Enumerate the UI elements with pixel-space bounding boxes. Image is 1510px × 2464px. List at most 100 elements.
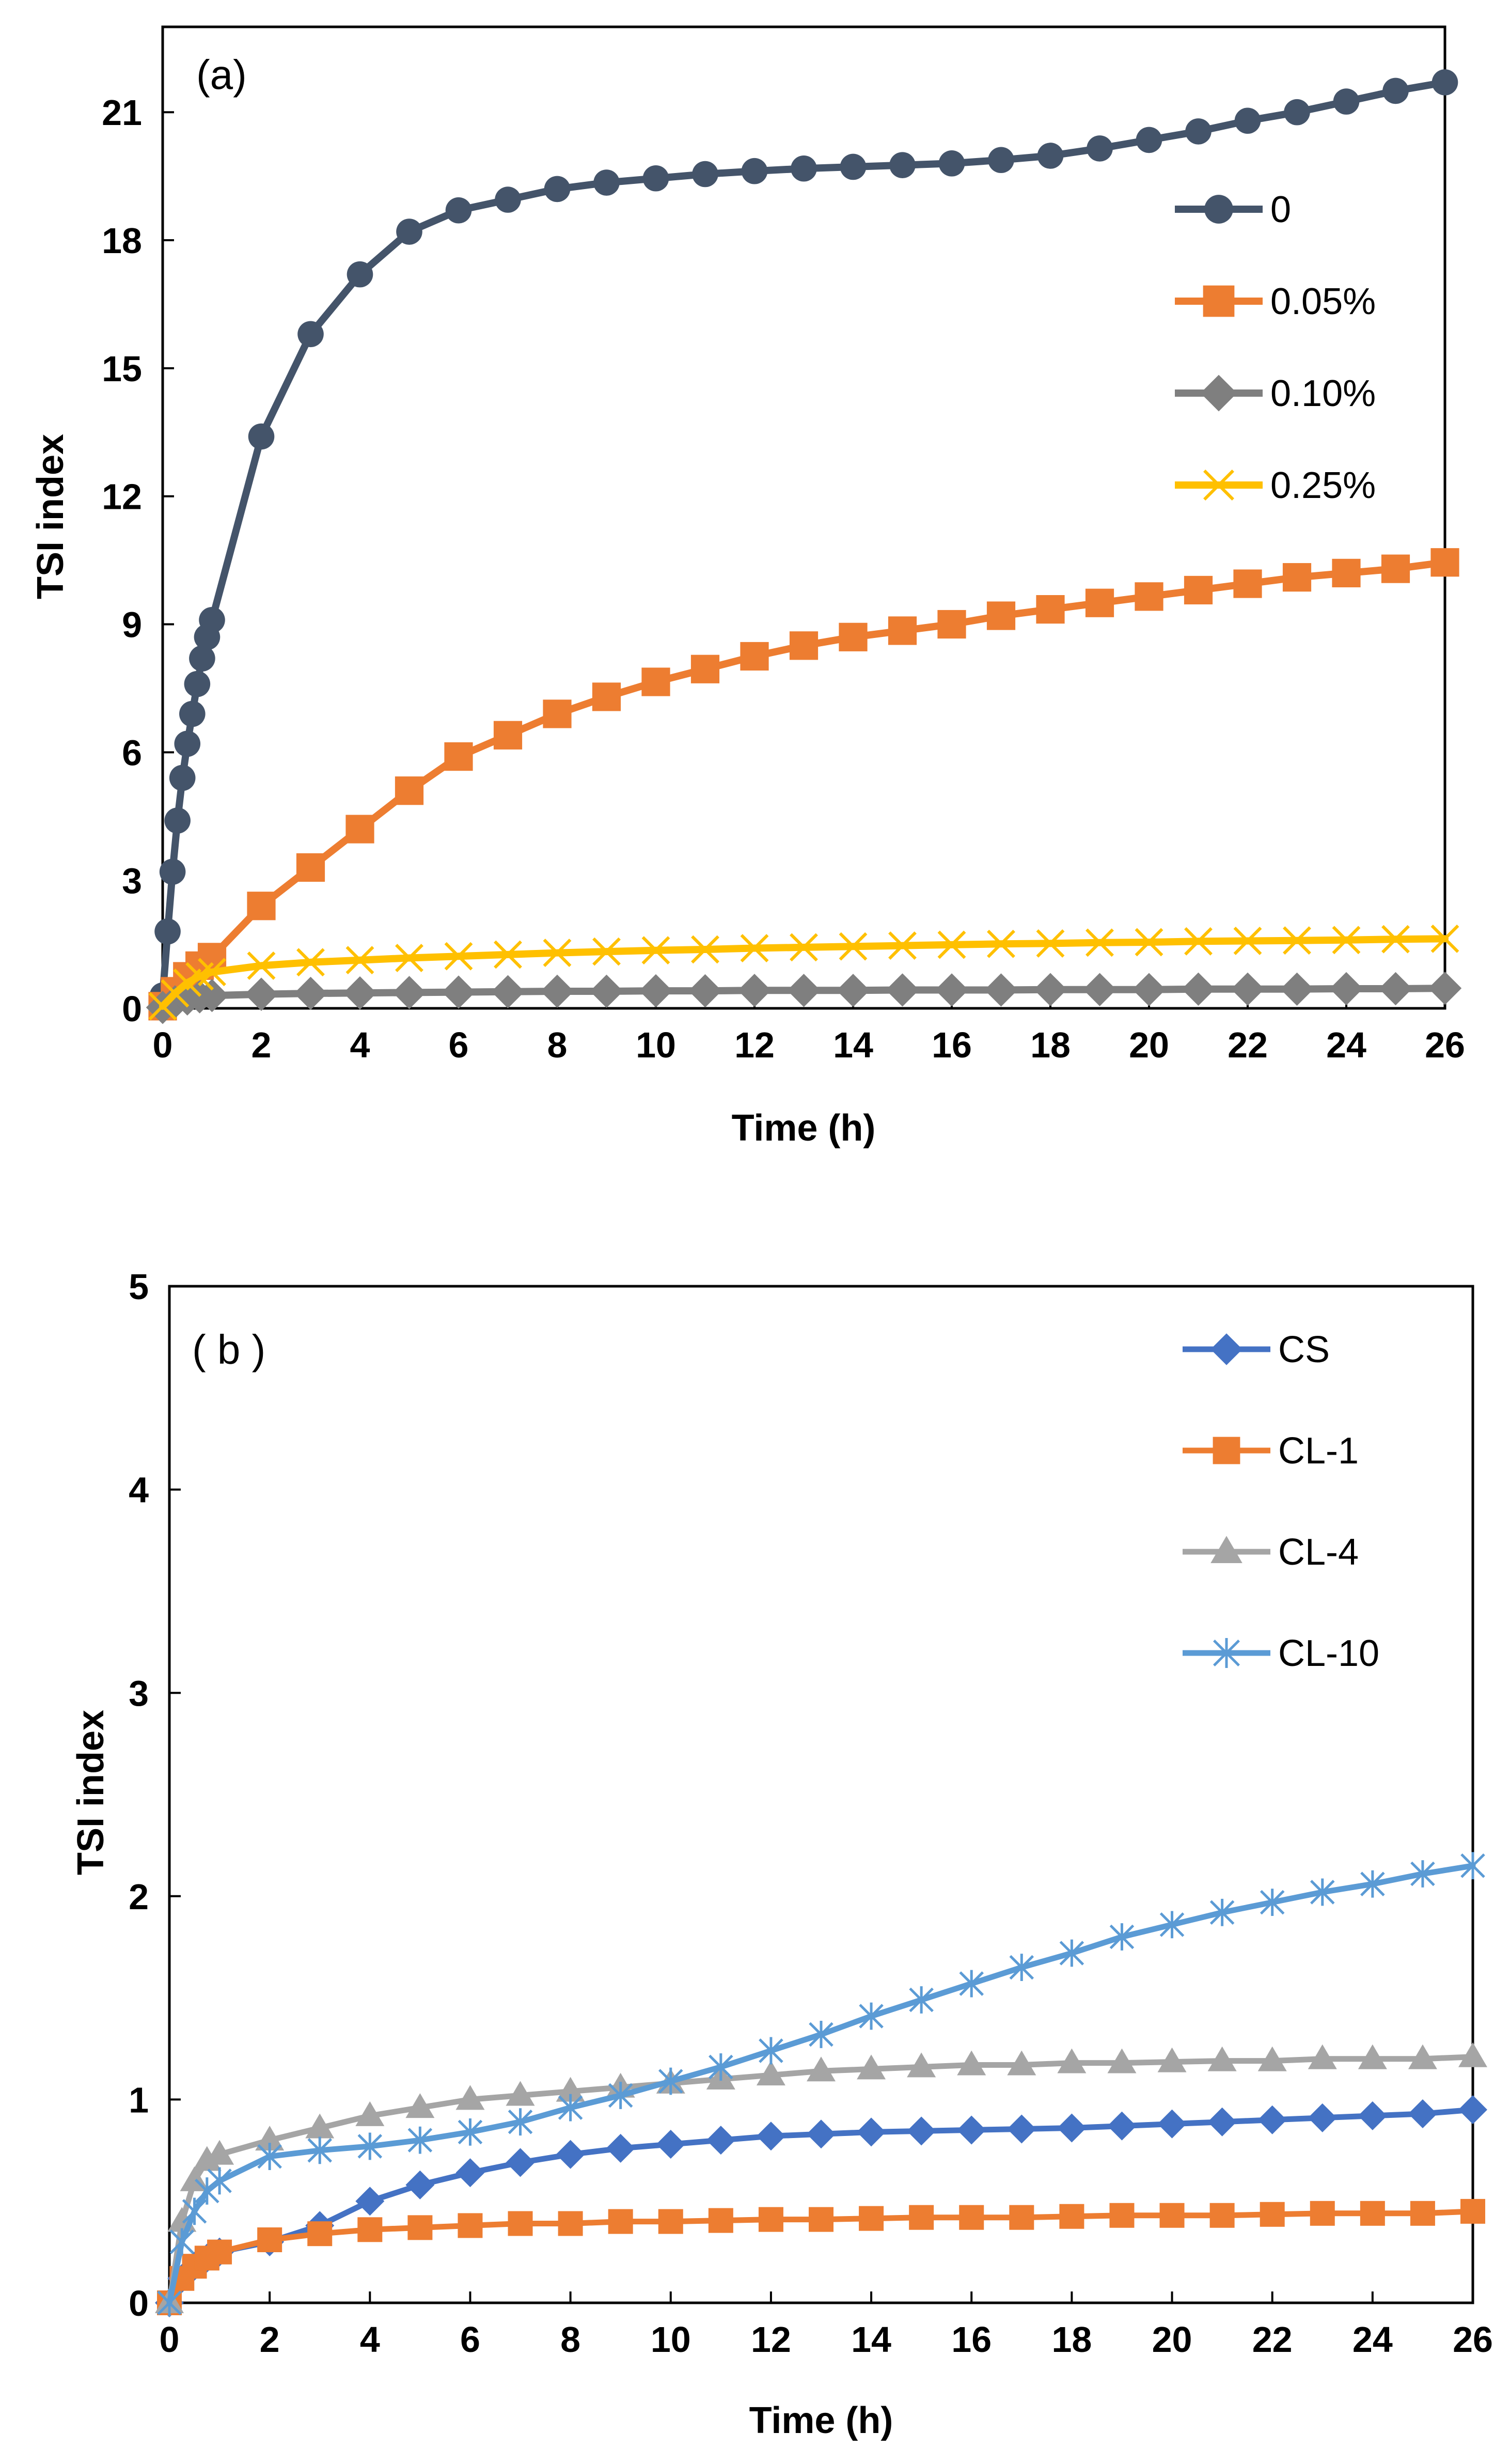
legend-marker bbox=[1213, 1437, 1240, 1464]
data-point bbox=[658, 2067, 683, 2095]
data-point bbox=[758, 2207, 783, 2232]
legend-a: 0 0.05% 0.10% 0.25% bbox=[1175, 189, 1376, 506]
data-point bbox=[737, 974, 772, 1007]
data-point bbox=[857, 2117, 886, 2147]
data-point bbox=[1360, 2201, 1385, 2226]
series-0.25% bbox=[148, 924, 1459, 1021]
data-point bbox=[1257, 2105, 1287, 2134]
data-point bbox=[396, 219, 422, 245]
x-tick-label: 20 bbox=[1129, 1025, 1169, 1065]
data-point bbox=[1057, 2048, 1087, 2073]
legend-label: CL-10 bbox=[1278, 1633, 1379, 1674]
legend-item: 0 bbox=[1175, 189, 1291, 230]
data-point bbox=[540, 974, 574, 1008]
data-point bbox=[1234, 107, 1261, 134]
data-point bbox=[1059, 2204, 1084, 2229]
data-point bbox=[345, 946, 374, 975]
data-point bbox=[197, 943, 227, 972]
data-point bbox=[935, 973, 969, 1007]
data-point bbox=[957, 2050, 986, 2076]
legend-marker bbox=[1210, 1333, 1242, 1365]
data-point bbox=[195, 979, 229, 1012]
data-point bbox=[1358, 2101, 1387, 2130]
legend-item: 0.05% bbox=[1175, 281, 1376, 322]
data-point bbox=[590, 974, 623, 1008]
series-CL-10 bbox=[157, 1852, 1485, 2317]
y-ticks-b: 0 1 2 3 4 5 bbox=[129, 1267, 181, 2323]
data-point bbox=[789, 631, 819, 660]
data-point bbox=[1182, 972, 1215, 1006]
data-point bbox=[986, 601, 1016, 630]
data-point bbox=[558, 2211, 583, 2236]
data-point bbox=[184, 670, 211, 697]
data-point bbox=[807, 2056, 836, 2082]
data-point bbox=[294, 976, 327, 1010]
data-point bbox=[642, 165, 669, 192]
data-point bbox=[169, 765, 196, 791]
data-point bbox=[307, 2136, 332, 2164]
data-point bbox=[444, 742, 473, 771]
data-point bbox=[1332, 926, 1361, 955]
data-point bbox=[1087, 135, 1113, 162]
data-point bbox=[395, 944, 423, 972]
data-point bbox=[907, 2052, 936, 2078]
data-point bbox=[1282, 563, 1312, 592]
data-point bbox=[1009, 1954, 1034, 1981]
data-point bbox=[592, 682, 621, 711]
data-point bbox=[1159, 2203, 1185, 2228]
data-point bbox=[592, 937, 621, 966]
data-point bbox=[1280, 972, 1314, 1006]
y-tick-label: 15 bbox=[102, 349, 142, 389]
data-point bbox=[809, 2021, 833, 2048]
legend-marker bbox=[1200, 375, 1237, 412]
legend-marker bbox=[1204, 195, 1233, 224]
data-point bbox=[909, 2205, 934, 2230]
data-point bbox=[1184, 927, 1213, 956]
data-point bbox=[1379, 972, 1412, 1006]
data-point bbox=[556, 2140, 585, 2169]
data-point bbox=[888, 931, 917, 960]
y-tick-label: 5 bbox=[129, 1267, 149, 1307]
y-axis-title-b: TSI index bbox=[70, 1710, 112, 1875]
x-tick-label: 14 bbox=[851, 2319, 891, 2360]
data-point bbox=[608, 2082, 633, 2109]
legend-item: CS bbox=[1183, 1329, 1330, 1370]
data-point bbox=[1430, 924, 1459, 953]
series-line bbox=[159, 935, 1449, 1010]
data-point bbox=[207, 2167, 232, 2195]
data-point bbox=[1257, 2046, 1287, 2071]
data-point bbox=[556, 2077, 585, 2102]
data-point bbox=[1037, 143, 1064, 169]
data-point bbox=[1410, 2201, 1435, 2226]
data-point bbox=[688, 974, 722, 1008]
data-point bbox=[164, 807, 191, 834]
data-point bbox=[395, 776, 424, 805]
x-tick-label: 18 bbox=[1030, 1025, 1071, 1065]
data-point bbox=[859, 2206, 884, 2231]
data-point bbox=[442, 975, 476, 1009]
legend-label: CS bbox=[1278, 1329, 1330, 1370]
data-point bbox=[506, 2081, 535, 2106]
data-point bbox=[608, 2209, 633, 2234]
data-point bbox=[199, 606, 225, 633]
data-point bbox=[1157, 2109, 1187, 2139]
data-point bbox=[1382, 77, 1409, 104]
series-group-b bbox=[155, 1852, 1487, 2317]
data-point bbox=[1458, 2042, 1487, 2067]
data-point bbox=[1231, 972, 1265, 1006]
y-tick-label: 1 bbox=[129, 2080, 149, 2120]
x-tick-label: 24 bbox=[1326, 1025, 1366, 1065]
data-point bbox=[1333, 88, 1360, 115]
legend-label: CL-1 bbox=[1278, 1430, 1359, 1472]
data-point bbox=[1207, 2107, 1237, 2136]
data-point bbox=[189, 645, 215, 672]
data-point bbox=[355, 2187, 385, 2216]
data-point bbox=[207, 2239, 232, 2265]
x-tick-label: 26 bbox=[1453, 2319, 1493, 2360]
legend-item: CL-4 bbox=[1183, 1532, 1359, 1573]
data-point bbox=[1085, 588, 1114, 617]
x-tick-label: 0 bbox=[153, 1025, 173, 1065]
data-point bbox=[458, 2118, 483, 2146]
y-tick-label: 9 bbox=[122, 605, 142, 645]
data-point bbox=[247, 892, 276, 921]
